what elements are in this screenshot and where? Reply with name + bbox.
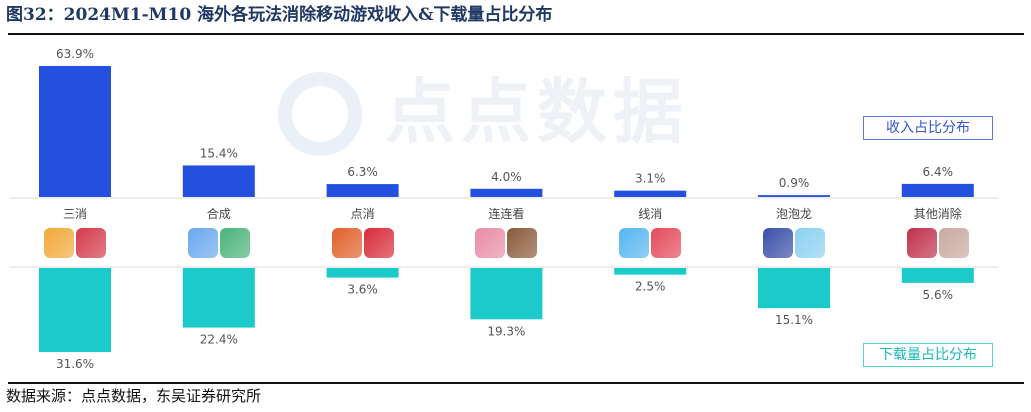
bar-revenue-1: [182, 165, 255, 197]
category-label-6: 其他消除: [914, 206, 962, 221]
game-icon: [763, 228, 793, 258]
bar-revenue-4: [614, 190, 687, 197]
label-revenue-2: 6.3%: [347, 165, 378, 179]
category-label-2: 点消: [351, 207, 375, 221]
label-downloads-6: 5.6%: [923, 288, 954, 302]
category-label-3: 连连看: [488, 206, 524, 221]
category-label-5: 泡泡龙: [776, 207, 812, 221]
legend-downloads: 下载量占比分布: [863, 343, 993, 367]
bar-downloads-0: [39, 268, 111, 353]
game-icon: [507, 228, 538, 258]
bar-downloads-1: [182, 268, 255, 328]
label-downloads-2: 3.6%: [347, 283, 378, 297]
legend-revenue: 收入占比分布: [863, 116, 993, 140]
figure-title: 图32：2024M1-M10 海外各玩法消除移动游戏收入&下载量占比分布: [6, 5, 553, 25]
category-label-0: 三消: [63, 207, 87, 221]
label-revenue-1: 15.4%: [200, 146, 238, 160]
watermark: 点点数据: [385, 74, 689, 150]
bar-revenue-5: [758, 195, 830, 197]
source-note: 数据来源：点点数据，东吴证券研究所: [6, 387, 262, 405]
game-icon: [938, 228, 969, 258]
label-revenue-0: 63.9%: [56, 47, 94, 61]
game-icon: [331, 228, 362, 258]
label-downloads-0: 31.6%: [56, 357, 94, 371]
bar-revenue-3: [470, 188, 543, 197]
bar-downloads-6: [901, 268, 974, 283]
bar-revenue-0: [39, 66, 111, 197]
label-revenue-4: 3.1%: [635, 172, 666, 186]
label-revenue-3: 4.0%: [491, 170, 522, 184]
bar-downloads-3: [470, 268, 543, 320]
game-icon: [363, 228, 394, 258]
game-icon: [795, 228, 825, 258]
bar-downloads-2: [326, 268, 399, 278]
source-rule: [8, 382, 1024, 384]
bar-downloads-4: [614, 268, 687, 275]
title-rule: [8, 33, 1024, 35]
label-downloads-3: 19.3%: [487, 324, 525, 338]
game-icon: [219, 228, 250, 258]
label-downloads-4: 2.5%: [635, 280, 666, 294]
game-icon: [44, 228, 74, 258]
label-revenue-5: 0.9%: [779, 176, 810, 190]
bar-revenue-6: [901, 183, 974, 197]
label-downloads-1: 22.4%: [200, 333, 238, 347]
game-icon: [475, 228, 506, 258]
game-icon: [651, 228, 682, 258]
game-icon: [76, 228, 106, 258]
label-downloads-5: 15.1%: [775, 313, 813, 327]
game-icon: [619, 228, 650, 258]
game-icon: [906, 228, 937, 258]
category-label-1: 合成: [207, 206, 231, 221]
label-revenue-6: 6.4%: [923, 165, 954, 179]
bar-downloads-5: [758, 268, 830, 309]
bar-revenue-2: [326, 184, 399, 197]
category-label-4: 线消: [638, 207, 662, 221]
game-icon: [187, 228, 218, 258]
